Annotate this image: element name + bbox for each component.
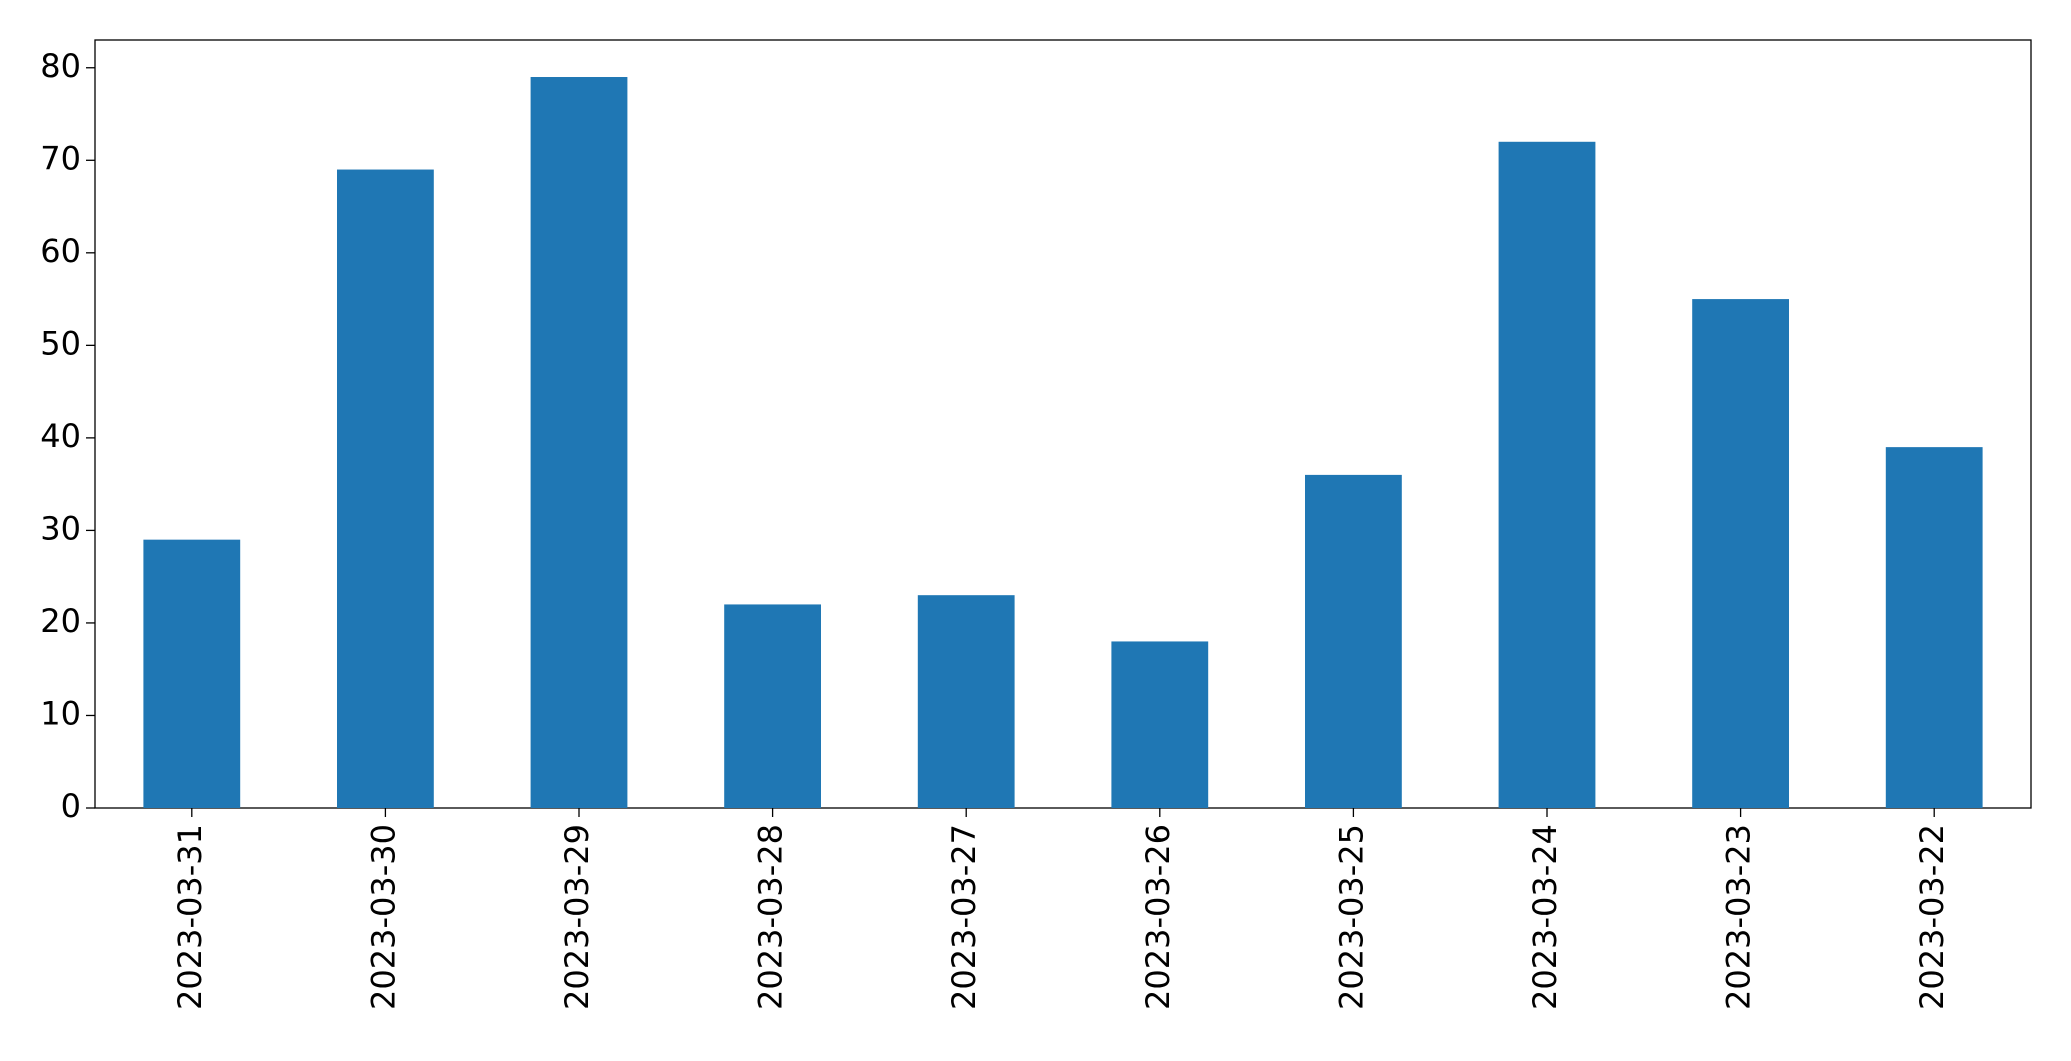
bar (530, 77, 628, 809)
x-tick-label: 2023-03-22 (1913, 824, 1951, 1010)
bar (143, 539, 241, 808)
x-tick-label: 2023-03-27 (945, 824, 983, 1010)
x-tick-label: 2023-03-29 (558, 824, 596, 1010)
x-tick-label: 2023-03-28 (752, 824, 790, 1010)
y-tick-label: 0 (61, 787, 81, 825)
x-tick-label: 2023-03-24 (1526, 824, 1564, 1010)
x-tick-label: 2023-03-31 (171, 824, 209, 1010)
bar (337, 169, 434, 808)
bar (1692, 299, 1789, 808)
y-tick-label: 10 (40, 694, 81, 732)
x-tick-label: 2023-03-30 (364, 824, 402, 1010)
x-tick-label: 2023-03-23 (1720, 824, 1758, 1010)
plot-frame (94, 39, 2032, 809)
y-tick-label: 40 (40, 417, 81, 455)
x-tick-label: 2023-03-25 (1332, 824, 1370, 1010)
y-tick-label: 30 (40, 509, 81, 547)
y-tick-label: 70 (40, 139, 81, 177)
bar (1885, 447, 1983, 808)
y-tick-label: 50 (40, 324, 81, 362)
x-tick-label: 2023-03-26 (1139, 824, 1177, 1010)
bar (1305, 474, 1402, 808)
y-tick-label: 20 (40, 602, 81, 640)
y-tick-label: 60 (40, 232, 81, 270)
bar (917, 595, 1015, 808)
bar (1111, 641, 1209, 808)
y-tick-label: 80 (40, 47, 81, 85)
bar (724, 604, 821, 808)
bar (1498, 141, 1596, 808)
